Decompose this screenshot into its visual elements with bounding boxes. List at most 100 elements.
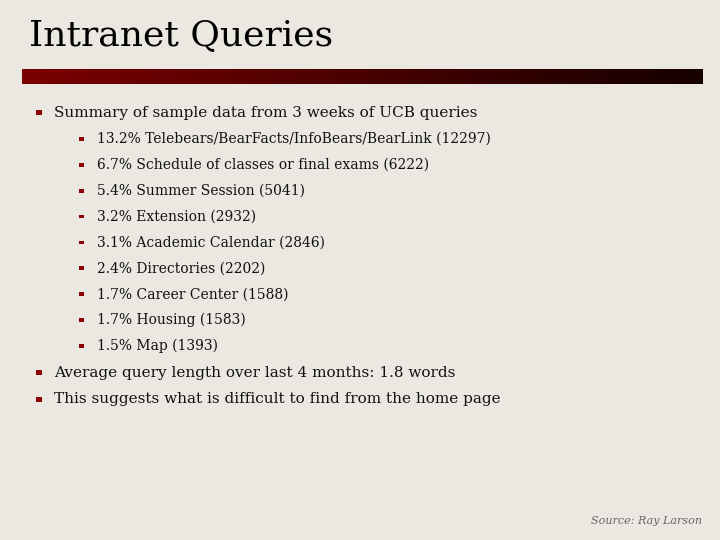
Bar [101, 69, 107, 84]
Bar [662, 69, 669, 84]
Bar [639, 69, 646, 84]
Bar [549, 69, 555, 84]
Bar [55, 69, 62, 84]
Bar [175, 69, 181, 84]
Bar [215, 69, 221, 84]
Bar [197, 69, 204, 84]
Bar [447, 69, 454, 84]
Bar [305, 69, 312, 84]
Bar [300, 69, 306, 84]
Bar [430, 69, 436, 84]
Bar [39, 69, 45, 84]
Text: 13.2% Telebears/BearFacts/InfoBears/BearLink (12297): 13.2% Telebears/BearFacts/InfoBears/Bear… [97, 132, 491, 146]
Bar [492, 69, 498, 84]
Bar [33, 69, 40, 84]
Text: Summary of sample data from 3 weeks of UCB queries: Summary of sample data from 3 weeks of U… [54, 106, 477, 120]
Bar [367, 69, 374, 84]
Bar [79, 189, 84, 193]
Bar [668, 69, 675, 84]
Bar [79, 293, 84, 296]
Bar [266, 69, 272, 84]
Bar [311, 69, 317, 84]
Bar [107, 69, 113, 84]
Bar [50, 69, 56, 84]
Bar [469, 69, 476, 84]
Bar [685, 69, 691, 84]
Bar [696, 69, 703, 84]
Bar [89, 69, 96, 84]
Bar [521, 69, 527, 84]
Bar [209, 69, 215, 84]
Bar [79, 137, 84, 140]
Bar [226, 69, 232, 84]
Bar [169, 69, 176, 84]
Text: Source: Ray Larson: Source: Ray Larson [591, 516, 702, 526]
Bar [498, 69, 504, 84]
Bar [606, 69, 612, 84]
Bar [617, 69, 624, 84]
Text: 1.7% Housing (1583): 1.7% Housing (1583) [97, 313, 246, 327]
Bar [73, 69, 79, 84]
Bar [475, 69, 482, 84]
Bar [317, 69, 323, 84]
Bar [657, 69, 663, 84]
Bar [79, 267, 84, 271]
Bar [79, 319, 84, 322]
Bar [282, 69, 289, 84]
Bar [146, 69, 153, 84]
Bar [538, 69, 544, 84]
Bar [402, 69, 408, 84]
Bar [79, 215, 84, 219]
Bar [634, 69, 640, 84]
Bar [288, 69, 294, 84]
Bar [61, 69, 68, 84]
Bar [339, 69, 346, 84]
Bar [566, 69, 572, 84]
Bar [95, 69, 102, 84]
Bar [140, 69, 147, 84]
Bar [203, 69, 210, 84]
Bar [294, 69, 300, 84]
Bar [361, 69, 368, 84]
Bar [589, 69, 595, 84]
Bar [254, 69, 261, 84]
Bar [458, 69, 464, 84]
Bar [163, 69, 170, 84]
Bar [690, 69, 697, 84]
Bar [78, 69, 85, 84]
Text: 5.4% Summer Session (5041): 5.4% Summer Session (5041) [97, 184, 305, 198]
Text: Intranet Queries: Intranet Queries [29, 19, 333, 53]
Bar [345, 69, 351, 84]
Bar [481, 69, 487, 84]
Bar [220, 69, 227, 84]
Bar [680, 69, 685, 84]
Bar [583, 69, 589, 84]
Bar [36, 111, 42, 116]
Bar [67, 69, 73, 84]
Bar [532, 69, 539, 84]
Bar [554, 69, 561, 84]
Bar [623, 69, 629, 84]
Bar [231, 69, 238, 84]
Bar [424, 69, 431, 84]
Bar [452, 69, 459, 84]
Bar [112, 69, 119, 84]
Bar [158, 69, 164, 84]
Bar [379, 69, 385, 84]
Bar [526, 69, 533, 84]
Bar [124, 69, 130, 84]
Bar [396, 69, 402, 84]
Bar [645, 69, 652, 84]
Bar [577, 69, 584, 84]
Bar [181, 69, 186, 84]
Bar [152, 69, 158, 84]
Bar [328, 69, 334, 84]
Bar [418, 69, 425, 84]
Text: 6.7% Schedule of classes or final exams (6222): 6.7% Schedule of classes or final exams … [97, 158, 429, 172]
Bar [408, 69, 413, 84]
Bar [629, 69, 635, 84]
Bar [503, 69, 510, 84]
Bar [356, 69, 362, 84]
Bar [84, 69, 91, 84]
Bar [36, 370, 42, 375]
